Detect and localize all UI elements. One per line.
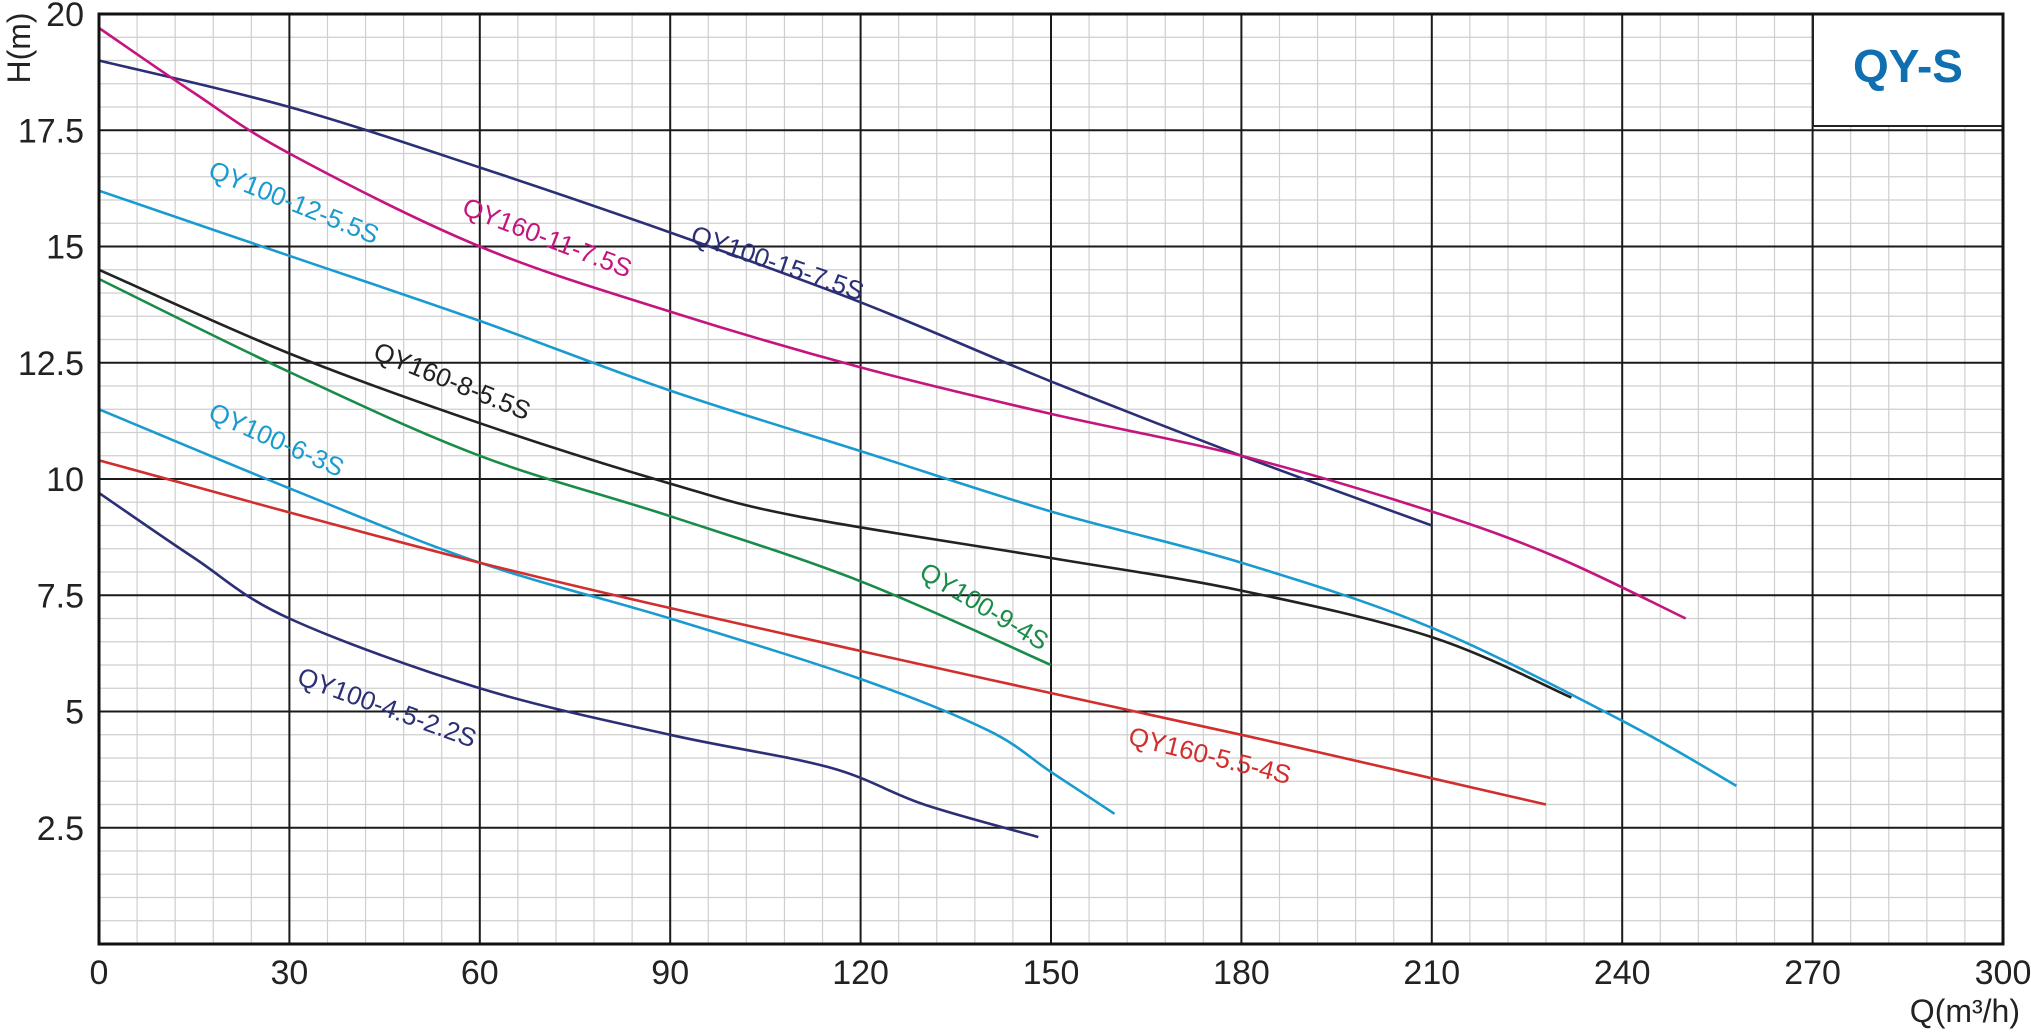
y-tick-label: 5 [65,694,84,732]
y-tick-label: 2.5 [37,810,84,848]
y-tick-label: 20 [46,0,84,34]
y-axis-title: H(m) [1,12,37,83]
x-tick-label: 0 [90,954,109,992]
series-line-QY100-6-3S [98,408,1116,815]
series-line-QY100-4.5-2.2S [98,491,1039,839]
y-tick-label: 12.5 [18,345,84,383]
x-axis-title: Q(m³/h) [1910,993,2020,1029]
x-tick-label: 240 [1594,954,1651,992]
x-axis-ticks: 0 30 60 90 120 150 180 210 240 270 300 [90,954,2031,992]
y-axis-ticks: 2.5 5 7.5 10 12.5 15 17.5 20 [18,0,84,848]
series-line-QY100-12-5.5S [98,189,1738,788]
series-line-QY160-11-7.5S [98,26,1687,620]
x-tick-label: 150 [1023,954,1080,992]
x-tick-label: 30 [270,954,308,992]
x-tick-label: 90 [651,954,689,992]
x-tick-label: 300 [1975,954,2031,992]
y-tick-label: 17.5 [18,112,84,150]
series-line-QY100-9-4S [98,277,1052,667]
x-tick-label: 120 [832,954,889,992]
x-tick-label: 180 [1213,954,1270,992]
x-tick-label: 210 [1403,954,1460,992]
y-tick-label: 7.5 [37,577,84,615]
y-tick-label: 10 [46,461,84,499]
series-label-QY160-5.5-4S: QY160-5.5-4S [1126,721,1295,790]
x-tick-label: 60 [461,954,499,992]
chart-title: QY-S [1853,40,1963,92]
x-tick-label: 270 [1784,954,1841,992]
series-line-QY100-15-7.5S [98,59,1433,527]
series-line-QY160-5.5-4S [98,459,1547,806]
plot-frame [97,12,2005,946]
y-tick-label: 15 [46,229,84,267]
series-labels: QY100-15-7.5SQY160-11-7.5SQY100-12-5.5SQ… [204,154,1294,790]
curves [98,26,1738,839]
series-label-QY100-4.5-2.2S: QY100-4.5-2.2S [294,661,481,753]
series-line-QY160-8-5.5S [98,268,1572,699]
